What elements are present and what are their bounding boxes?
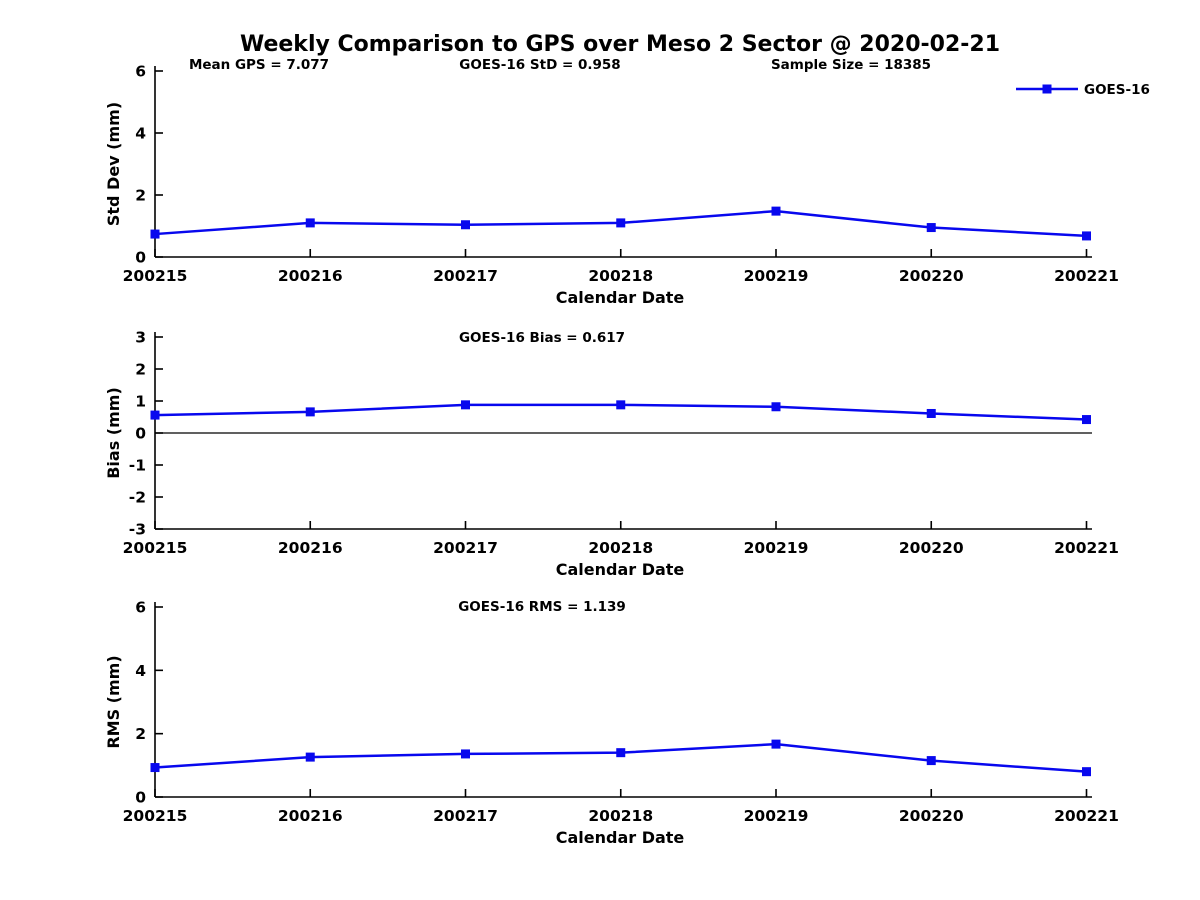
data-point-marker — [616, 400, 626, 410]
y-tick-label: 0 — [135, 789, 146, 807]
y-tick-label: 4 — [135, 662, 146, 680]
data-point-marker — [1082, 231, 1091, 241]
x-tick-label: 200215 — [123, 807, 188, 825]
x-tick-label: 200221 — [1054, 807, 1119, 825]
y-tick-label: 2 — [135, 361, 146, 379]
data-point-marker — [771, 739, 781, 749]
x-tick-label: 200216 — [278, 807, 343, 825]
x-tick-label: 200220 — [899, 539, 964, 557]
data-point-marker — [150, 410, 160, 420]
mean-gps-annotation: Mean GPS = 7.077 — [189, 57, 329, 73]
y-tick-label: 2 — [135, 187, 146, 205]
data-point-marker — [1082, 415, 1091, 425]
legend-marker-sample — [1042, 84, 1052, 94]
chart-bias: GOES-16 Bias = 0.617 Bias (mm) Calendar … — [104, 329, 1119, 580]
goes16-bias-subtitle: GOES-16 Bias = 0.617 — [459, 330, 625, 346]
chart-1-dynamic: -3 -2 -1 0 1 2 3 200215 200216 200217 200218 200219… — [123, 329, 1119, 558]
data-point-marker — [461, 749, 470, 759]
x-tick-label: 200215 — [123, 267, 188, 285]
y-tick-label: 2 — [135, 725, 146, 743]
data-point-marker — [1082, 767, 1091, 777]
x-tick-label: 200221 — [1054, 539, 1119, 557]
x-axis-label-calendar-date-2: Calendar Date — [556, 560, 685, 579]
data-point-marker — [771, 206, 781, 216]
legend-label-goes16: GOES-16 — [1084, 82, 1150, 98]
sample-size-annotation: Sample Size = 18385 — [771, 57, 931, 73]
x-tick-label: 200219 — [744, 807, 809, 825]
x-tick-label: 200217 — [433, 807, 498, 825]
x-tick-label: 200218 — [588, 807, 653, 825]
x-tick-label: 200221 — [1054, 267, 1119, 285]
data-point-marker — [150, 763, 160, 773]
y-tick-label: 0 — [135, 425, 146, 443]
data-point-marker — [771, 402, 781, 412]
x-tick-label: 200216 — [278, 539, 343, 557]
y-tick-label: -3 — [129, 521, 146, 539]
y-tick-label: 6 — [135, 599, 146, 617]
y-tick-label: 0 — [135, 249, 146, 267]
goes16-std-annotation: GOES-16 StD = 0.958 — [459, 57, 620, 73]
y-tick-label: -1 — [129, 457, 146, 475]
y-tick-label: -2 — [129, 489, 146, 507]
y-axis-label-rms: RMS (mm) — [104, 655, 123, 748]
y-axis-label-std-dev: Std Dev (mm) — [104, 102, 123, 226]
data-point-marker — [926, 223, 936, 233]
data-point-marker — [461, 220, 470, 230]
chart-rms: GOES-16 RMS = 1.139 RMS (mm) Calendar Da… — [104, 599, 1119, 848]
data-point-marker — [926, 756, 936, 766]
data-point-marker — [616, 218, 626, 228]
data-point-marker — [461, 400, 470, 410]
x-tick-label: 200217 — [433, 539, 498, 557]
x-tick-label: 200219 — [744, 539, 809, 557]
x-tick-label: 200219 — [744, 267, 809, 285]
x-tick-label: 200220 — [899, 267, 964, 285]
data-point-marker — [305, 752, 315, 762]
legend: GOES-16 — [1016, 82, 1150, 98]
data-point-marker — [305, 218, 315, 228]
x-tick-label: 200215 — [123, 539, 188, 557]
x-tick-label: 200216 — [278, 267, 343, 285]
data-point-marker — [926, 408, 936, 418]
x-tick-label: 200220 — [899, 807, 964, 825]
chart-std-dev: Mean GPS = 7.077 GOES-16 StD = 0.958 Sam… — [104, 57, 1150, 307]
goes16-rms-subtitle: GOES-16 RMS = 1.139 — [458, 599, 626, 615]
x-axis-label-calendar-date-3: Calendar Date — [556, 828, 685, 847]
data-point-marker — [305, 407, 315, 417]
data-point-marker — [150, 229, 160, 239]
figure-title: Weekly Comparison to GPS over Meso 2 Sec… — [240, 32, 1000, 57]
y-tick-label: 4 — [135, 125, 146, 143]
chart-2-dynamic: 0 2 4 6 200215 200216 200217 200218 200219 200220… — [123, 599, 1119, 826]
y-tick-label: 6 — [135, 63, 146, 81]
x-tick-label: 200218 — [588, 539, 653, 557]
x-tick-label: 200217 — [433, 267, 498, 285]
y-axis-label-bias: Bias (mm) — [104, 387, 123, 479]
x-axis-label-calendar-date-1: Calendar Date — [556, 288, 685, 307]
y-tick-label: 1 — [135, 393, 146, 411]
chart-0-dynamic: 0 2 4 6 200215 200216 200217 200218 200219 200220… — [123, 63, 1119, 286]
x-tick-label: 200218 — [588, 267, 653, 285]
data-point-marker — [616, 748, 626, 758]
y-tick-label: 3 — [135, 329, 146, 347]
